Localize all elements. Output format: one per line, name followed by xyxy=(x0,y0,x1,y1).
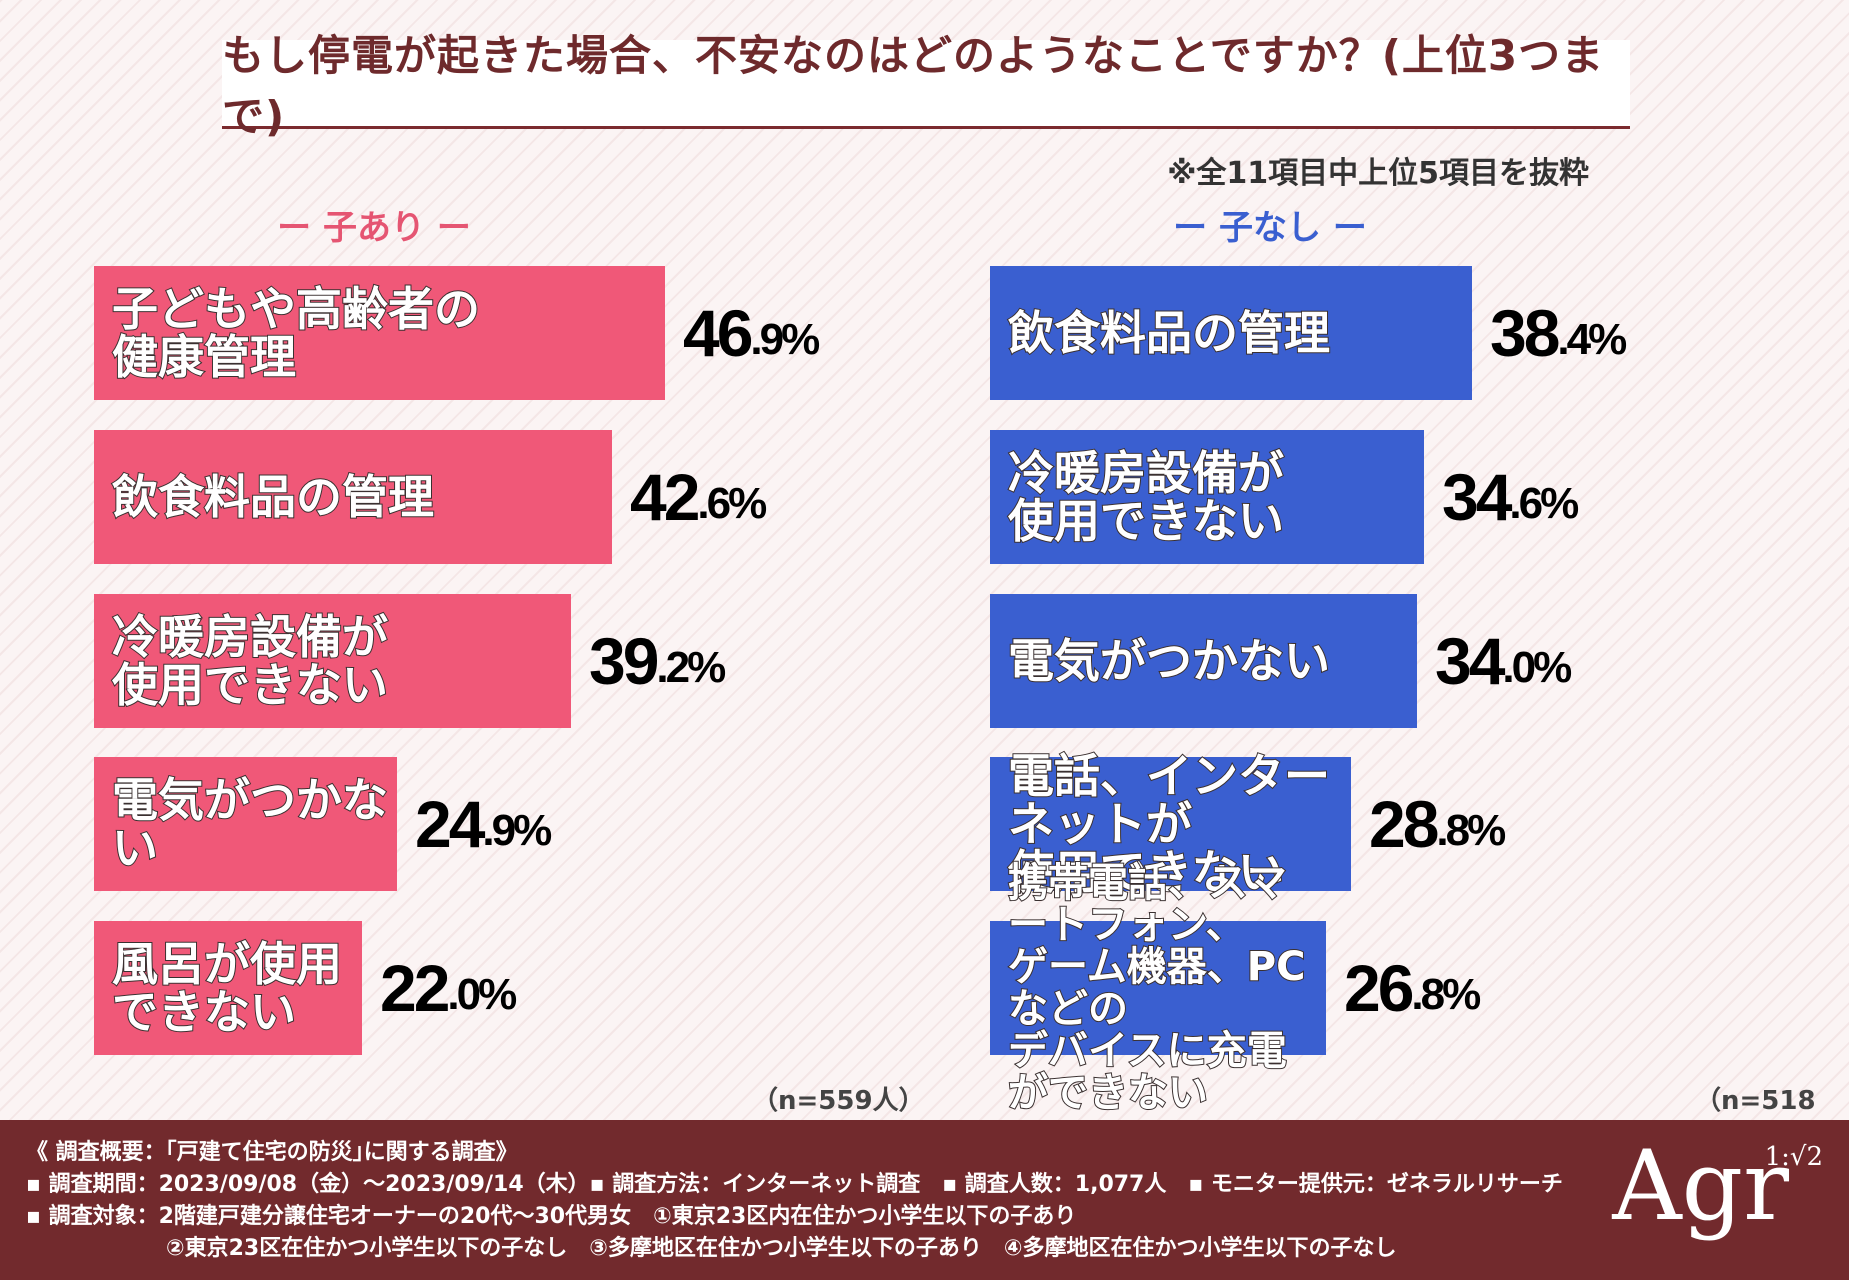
footer-survey-target: ▪ 調査対象：2階建戸建分譲住宅オーナーの20代～30代男女 ①東京23区内在住… xyxy=(26,1204,1077,1229)
bar-label: 飲食料品の管理 xyxy=(111,469,435,524)
bar-right-1: 飲食料品の管理 xyxy=(990,266,1472,400)
bar-left-1: 子どもや高齢者の 健康管理 xyxy=(94,266,665,400)
note: ※全11項目中上位5項目を抜粋 xyxy=(1167,156,1589,191)
value-label-left-5: 22.0% xyxy=(380,951,517,1025)
value-label-right-5: 26.8% xyxy=(1344,951,1481,1025)
bar-label: 電気がつかない xyxy=(111,772,389,875)
bar-right-3: 電気がつかない xyxy=(990,594,1417,728)
value-label-right-3: 34.0% xyxy=(1435,624,1572,698)
value-label-left-4: 24.9% xyxy=(415,787,552,861)
bar-left-4: 電気がつかない xyxy=(94,757,397,891)
value-label-left-3: 39.2% xyxy=(589,624,726,698)
bar-label: 電話、インターネットが 使用できない xyxy=(1007,748,1331,900)
bar-label: 飲食料品の管理 xyxy=(1007,305,1331,360)
bar-right-4: 電話、インターネットが 使用できない xyxy=(990,748,1351,900)
value-label-right-2: 34.6% xyxy=(1442,460,1579,534)
value-label-left-2: 42.6% xyxy=(630,460,767,534)
bar-right-5: 携帯電話、スマートフォン、 ゲーム機器、PCなどの デバイスに充電ができない xyxy=(990,861,1326,1116)
logo-text: Agr xyxy=(1612,1130,1789,1242)
brand-logo: Agr 1:√2 xyxy=(1612,1138,1823,1234)
title-box: もし停電が起きた場合、不安なのはどのようなことですか？(上位3つまで) xyxy=(222,31,1630,141)
bar-left-3: 冷暖房設備が 使用できない xyxy=(94,594,571,728)
bar-right-2: 冷暖房設備が 使用できない xyxy=(990,430,1424,564)
group-title-with-children: ー 子あり ー xyxy=(277,208,471,248)
bar-label: 子どもや高齢者の 健康管理 xyxy=(111,281,481,384)
value-label-left-1: 46.9% xyxy=(683,296,820,370)
bar-label: 冷暖房設備が 使用できない xyxy=(1007,445,1285,548)
value-label-right-1: 38.4% xyxy=(1490,296,1627,370)
bar-left-5: 風呂が使用できない xyxy=(94,921,362,1055)
logo-ratio: 1:√2 xyxy=(1764,1142,1823,1172)
value-label-right-4: 28.8% xyxy=(1369,787,1506,861)
bar-label: 冷暖房設備が 使用できない xyxy=(111,609,389,712)
sample-size-left: （n=559人） xyxy=(752,1086,925,1116)
bar-label: 風呂が使用できない xyxy=(111,936,343,1039)
footer: 《 調査概要：｢戸建て住宅の防災｣に関する調査》 ▪ 調査期間：2023/09/… xyxy=(0,1120,1849,1280)
footer-survey-title: 《 調査概要：｢戸建て住宅の防災｣に関する調査》 xyxy=(26,1140,518,1165)
chart-title: もし停電が起きた場合、不安なのはどのようなことですか？(上位3つまで) xyxy=(222,31,1605,141)
group-title-without-children: ー 子なし ー xyxy=(1173,208,1367,248)
bar-left-2: 飲食料品の管理 xyxy=(94,430,612,564)
footer-survey-details: ▪ 調査期間：2023/09/08（金）～2023/09/14（木）▪ 調査方法… xyxy=(26,1172,1563,1197)
bar-label: 電気がつかない xyxy=(1007,633,1331,688)
footer-survey-target-cont: ②東京23区在住かつ小学生以下の子なし ③多摩地区在住かつ小学生以下の子あり ④… xyxy=(166,1236,1397,1261)
bar-label: 携帯電話、スマートフォン、 ゲーム機器、PCなどの デバイスに充電ができない xyxy=(1007,861,1306,1116)
